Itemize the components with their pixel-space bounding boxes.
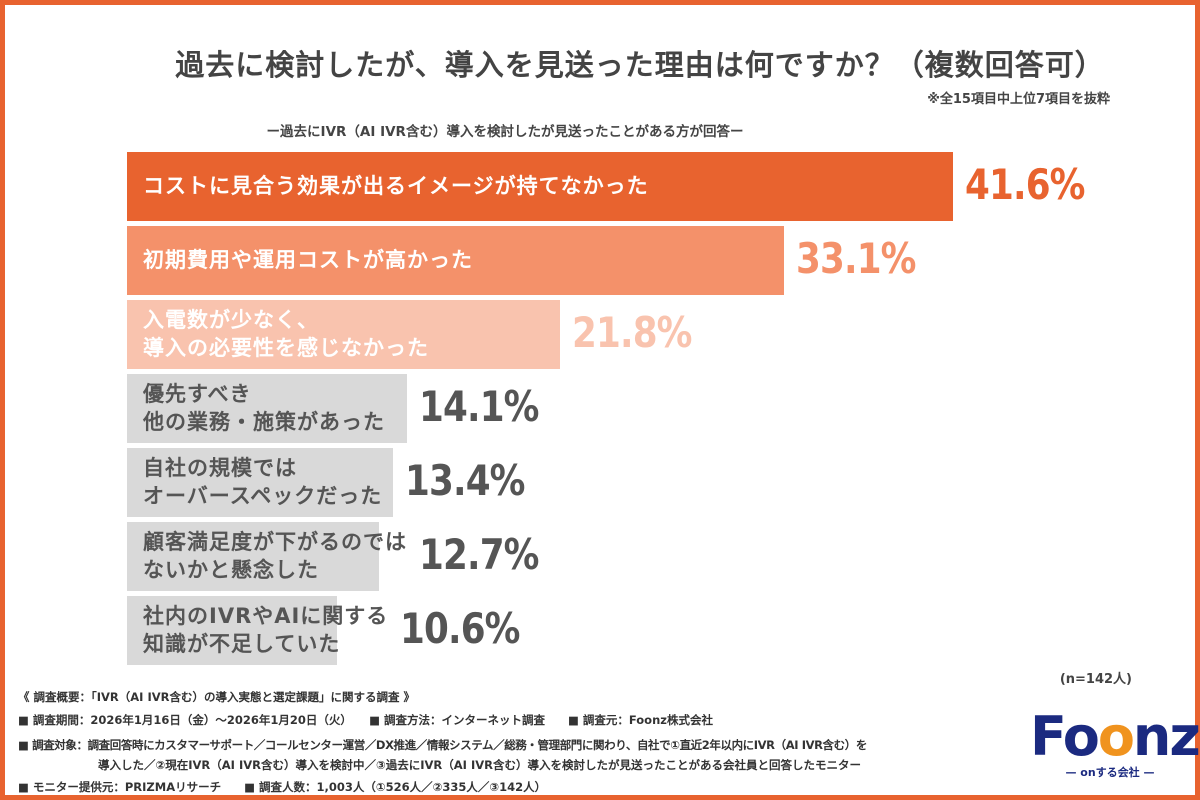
bar-label: 自社の規模では オーバースペックだった (143, 456, 383, 508)
value-label: 12.7% (419, 530, 539, 579)
bar-label: 初期費用や運用コストが高かった (143, 247, 473, 272)
bar-chart: コストに見合う効果が出るイメージが持てなかった 41.6% 初期費用や運用コストが高… (127, 152, 1085, 665)
bar-label: 社内のIVRやAIに関する 知識が不足していた (143, 604, 389, 656)
bar: コストに見合う効果が出るイメージが持てなかった (127, 152, 953, 221)
foonz-logo: Foonz — onする会社 — (1030, 705, 1200, 780)
footer-monitor-source: ■ モニター提供元：PRIZMAリサーチ ■ 調査人数：1,003人（①526人… (18, 780, 547, 794)
bar: 優先すべき 他の業務・施策があった (127, 374, 407, 443)
bar: 顧客満足度が下がるのでは ないかと懸念した (127, 522, 406, 591)
bar: 初期費用や運用コストが高かった (127, 226, 785, 295)
bar-label: コストに見合う効果が出るイメージが持てなかった (143, 173, 649, 198)
bar: 自社の規模では オーバースペックだった (127, 448, 394, 517)
bar-label: 入電数が少なく、 導入の必要性を感じなかった (143, 308, 429, 360)
value-label: 13.4% (405, 456, 525, 505)
chart-note: ※全15項目中上位7項目を抜粋 (927, 92, 1110, 107)
bar: 入電数が少なく、 導入の必要性を感じなかった (127, 300, 560, 369)
value-label: 41.6% (965, 160, 1085, 209)
value-label: 10.6% (400, 604, 520, 653)
footer-survey-overview: 《 調査概要：「IVR（AI IVR含む）の導入実態と選定課題」に関する調査 》 (18, 690, 416, 704)
footer-survey-period: ■ 調査期間：2026年1月16日（金）～2026年1月20日（火） ■ 調査方… (18, 713, 713, 727)
value-label: 14.1% (418, 382, 539, 431)
sample-size: (n=142人) (1059, 672, 1132, 687)
value-label: 33.1% (796, 234, 916, 283)
bar-label: 優先すべき 他の業務・施策があった (143, 382, 385, 434)
footer-survey-target-cont: 導入した／②現在IVR（AI IVR含む）導入を検討中／③過去にIVR（AI I… (98, 758, 861, 772)
value-label: 21.8% (571, 308, 692, 357)
bar: 社内のIVRやAIに関する 知識が不足していた (127, 596, 387, 665)
footer-survey-target: ■ 調査対象：調査回答時にカスタマーサポート／コールセンター運営／DX推進／情報… (18, 738, 867, 752)
chart-title: 過去に検討したが、導入を見送った理由は何ですか？（複数回答可） (175, 48, 1105, 82)
bar-label: 顧客満足度が下がるのでは ないかと懸念した (143, 530, 407, 582)
chart-subtitle: ー過去にIVR（AI IVR含む）導入を検討したが見送ったことがある方が回答ー (266, 124, 744, 140)
